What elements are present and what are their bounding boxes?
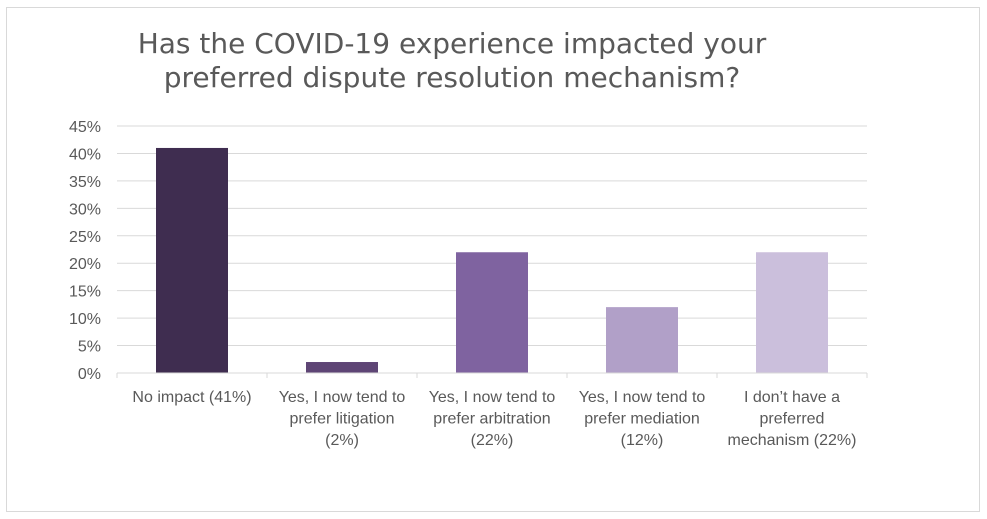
bar-5	[756, 252, 828, 373]
chart-title-line-1: Has the COVID-19 experience impacted you…	[138, 27, 767, 60]
y-tick-label: 10%	[69, 311, 101, 328]
y-tick-label: 45%	[69, 119, 101, 136]
y-tick-label: 5%	[78, 339, 101, 356]
y-tick-label: 0%	[78, 366, 101, 383]
x-category-label: Yes, I now tend to	[429, 389, 556, 406]
x-category-label: prefer arbitration	[433, 411, 550, 428]
gridlines	[117, 125, 867, 347]
x-axis	[116, 372, 868, 378]
x-category-label: (12%)	[621, 432, 664, 449]
x-category-label: No impact (41%)	[132, 389, 251, 406]
y-tick-label: 40%	[69, 146, 101, 163]
y-tick-label: 30%	[69, 201, 101, 218]
x-axis-labels: No impact (41%) Yes, I now tend to prefer …	[132, 389, 856, 449]
bar-4	[606, 307, 678, 373]
x-category-label: Yes, I now tend to	[579, 389, 706, 406]
chart-title-line-2: preferred dispute resolution mechanism?	[164, 61, 741, 94]
x-category-label: preferred	[760, 411, 825, 428]
x-category-label: I don’t have a	[744, 389, 840, 406]
bar-chart: Has the COVID-19 experience impacted you…	[69, 27, 868, 449]
bar-3	[456, 252, 528, 373]
x-category-label: (2%)	[325, 432, 359, 449]
x-category-label: prefer litigation	[290, 411, 395, 428]
x-category-label: mechanism (22%)	[728, 432, 857, 449]
bar-1	[156, 147, 228, 373]
y-tick-label: 25%	[69, 229, 101, 246]
x-category-label: Yes, I now tend to	[279, 389, 406, 406]
chart-title: Has the COVID-19 experience impacted you…	[138, 27, 767, 94]
x-category-label: (22%)	[471, 432, 514, 449]
y-tick-label: 15%	[69, 284, 101, 301]
y-tick-label: 35%	[69, 174, 101, 191]
bar-2	[306, 362, 378, 373]
x-category-label: prefer mediation	[584, 411, 700, 428]
chart-frame: Has the COVID-19 experience impacted you…	[6, 7, 980, 512]
y-tick-label: 20%	[69, 256, 101, 273]
bars	[156, 147, 828, 373]
y-axis-ticks: 0% 5% 10% 15% 20% 25% 30% 35% 40% 45%	[69, 119, 101, 383]
